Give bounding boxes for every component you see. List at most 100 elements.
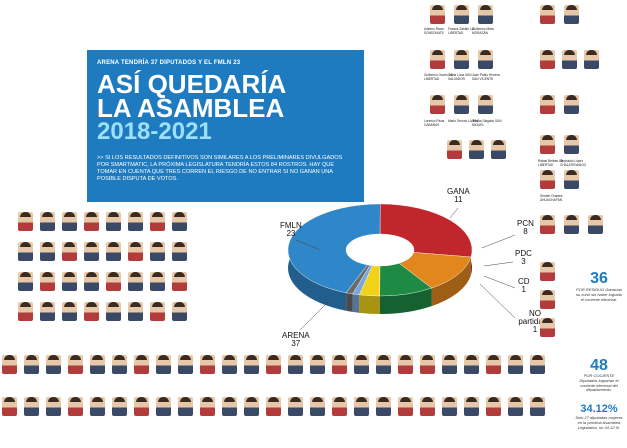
deputy-portrait xyxy=(540,318,555,337)
hair-shape xyxy=(532,355,543,360)
hair-shape xyxy=(542,262,553,267)
deputy-portrait xyxy=(266,355,281,374)
deputy-portrait xyxy=(62,212,77,231)
deputy-portrait xyxy=(90,355,105,374)
deputy-portrait xyxy=(150,272,165,291)
hair-shape xyxy=(48,355,59,360)
hair-shape xyxy=(456,95,467,100)
stat-women-text: Solo 27 diputadas mujeres en la próxima … xyxy=(575,415,623,430)
label-no-partidario: NO partidario 1 xyxy=(515,310,555,334)
label-pcn-value: 8 xyxy=(523,227,528,236)
hair-shape xyxy=(480,50,491,55)
deputy-portrait xyxy=(62,302,77,321)
label-pcn-name: PCN xyxy=(517,219,534,228)
hair-shape xyxy=(174,272,185,277)
hair-shape xyxy=(180,355,191,360)
slice-side-no-partidario xyxy=(346,292,353,312)
hair-shape xyxy=(268,355,279,360)
label-cd: CD 1 xyxy=(518,278,530,294)
hair-shape xyxy=(42,302,53,307)
deputy-portrait xyxy=(398,397,413,416)
hair-shape xyxy=(20,212,31,217)
slice-side-gana xyxy=(431,256,471,307)
deputy-portrait xyxy=(478,5,493,24)
deputy-portrait xyxy=(540,5,555,24)
deputy-portrait xyxy=(2,355,17,374)
deputy-portrait xyxy=(540,262,555,281)
deputy-portrait xyxy=(430,50,445,69)
deputy-portrait xyxy=(564,135,579,154)
deputy-portrait xyxy=(420,355,435,374)
deputy-caption: Mario Tenorio LA PAZ xyxy=(448,119,479,123)
deputy-portrait xyxy=(150,212,165,231)
leader-gana xyxy=(449,207,459,219)
hair-shape xyxy=(4,355,15,360)
deputy-portrait xyxy=(172,242,187,261)
deputy-portrait xyxy=(564,5,579,24)
hair-shape xyxy=(246,355,257,360)
deputy-portrait xyxy=(18,212,33,231)
deputy-portrait xyxy=(430,5,445,24)
deputy-portrait xyxy=(454,5,469,24)
deputy-portrait xyxy=(106,242,121,261)
leader-fmln xyxy=(295,239,321,251)
hair-shape xyxy=(224,355,235,360)
hair-shape xyxy=(356,355,367,360)
hair-shape xyxy=(566,135,577,140)
deputy-portrait xyxy=(128,242,143,261)
deputy-caption: Norma Salgado SAN MIGUEL xyxy=(472,119,502,127)
deputy-portrait xyxy=(62,242,77,261)
hair-shape xyxy=(542,5,553,10)
deputy-portrait xyxy=(332,397,347,416)
hair-shape xyxy=(493,140,504,145)
deputy-portrait xyxy=(454,50,469,69)
deputy-portrait xyxy=(178,397,193,416)
deputy-portrait xyxy=(430,95,445,114)
deputy-portrait xyxy=(134,355,149,374)
hair-shape xyxy=(444,355,455,360)
deputy-portrait xyxy=(420,397,435,416)
hair-shape xyxy=(92,397,103,402)
hair-shape xyxy=(20,242,31,247)
deputy-portrait xyxy=(288,397,303,416)
hair-shape xyxy=(542,318,553,323)
hair-shape xyxy=(586,50,597,55)
deputy-portrait xyxy=(588,215,603,234)
hair-shape xyxy=(456,5,467,10)
hair-shape xyxy=(432,95,443,100)
label-gana: GANA 11 xyxy=(447,188,470,204)
deputy-portrait xyxy=(134,397,149,416)
deputy-portrait xyxy=(540,135,555,154)
hair-shape xyxy=(86,302,97,307)
deputy-portrait xyxy=(530,355,545,374)
deputy-portrait xyxy=(84,212,99,231)
deputy-portrait xyxy=(584,50,599,69)
deputy-caption: Guillermo Osorio LA LIBERTAD xyxy=(424,73,453,81)
page-title-line1: ASÍ QUEDARÍA xyxy=(97,69,287,99)
deputy-portrait xyxy=(442,355,457,374)
label-np-name: NO partidario xyxy=(518,309,552,326)
hair-shape xyxy=(334,397,345,402)
hair-shape xyxy=(64,212,75,217)
deputy-portrait xyxy=(454,95,469,114)
hair-shape xyxy=(114,397,125,402)
deputy-caption: Juan Pablo Herrera SAN VICENTE xyxy=(472,73,500,81)
deputy-portrait xyxy=(156,355,171,374)
deputy-portrait xyxy=(354,355,369,374)
deputy-portrait xyxy=(244,355,259,374)
deputy-portrait xyxy=(222,355,237,374)
hair-shape xyxy=(180,397,191,402)
deputy-portrait xyxy=(486,355,501,374)
slice-side-cd xyxy=(352,293,360,313)
leader-np xyxy=(479,283,516,319)
deputy-portrait xyxy=(40,242,55,261)
deputy-portrait xyxy=(447,140,462,159)
hair-shape xyxy=(400,355,411,360)
deputy-portrait xyxy=(540,215,555,234)
hair-shape xyxy=(64,302,75,307)
hair-shape xyxy=(378,355,389,360)
deputy-portrait xyxy=(46,355,61,374)
deputy-portrait xyxy=(172,272,187,291)
hair-shape xyxy=(130,302,141,307)
deputy-portrait xyxy=(62,272,77,291)
